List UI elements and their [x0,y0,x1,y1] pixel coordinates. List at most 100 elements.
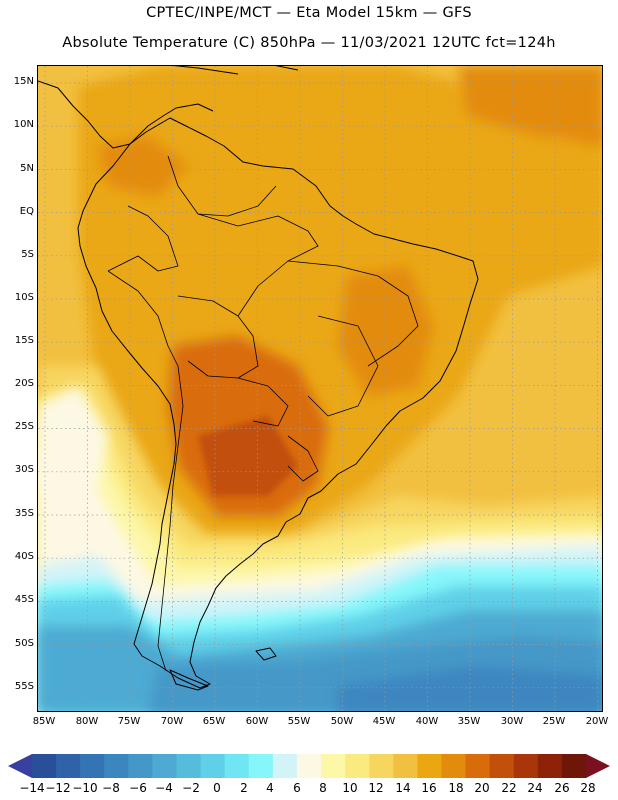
colorbar-cell [128,754,153,778]
coastlines [38,66,479,691]
colorbar-cell [56,754,81,778]
colorbar-label: −6 [129,781,147,795]
lon-label-50w: 50W [330,716,354,727]
northeast-ocean-warm [458,66,602,146]
colorbar-label: 14 [395,781,411,795]
lat-label-5s: 5S [21,249,34,260]
cuba-outline [172,66,239,75]
colorbar-label: 26 [554,781,570,795]
colorbar-label: 24 [527,781,543,795]
lat-label-15s: 15S [14,335,34,346]
lon-label-70w: 70W [160,716,184,727]
colorbar-label: 6 [293,781,301,795]
lat-label-eq: EQ [19,206,34,217]
colorbar-cell [561,754,587,778]
colorbar-label: 28 [580,781,596,795]
lat-label-10s: 10S [14,292,34,303]
colorbar-label: 12 [368,781,384,795]
colorbar-cell [176,754,202,778]
colorbar-label: 18 [448,781,464,795]
lon-label-25w: 25W [542,716,566,727]
paraguay-border [237,377,289,427]
colorbar-cell [224,754,250,778]
colorbar-label: 20 [474,781,490,795]
lat-label-10n: 10N [13,119,34,130]
central-america-coastline [38,80,131,149]
colorbar-low-arrow [8,754,32,778]
pacific-cool-tongue [38,386,108,496]
band-minus-8 [338,666,602,711]
colorbar-cell [248,754,274,778]
colorbar-cell [272,754,298,778]
lon-label-80w: 80W [75,716,99,727]
lat-label-40s: 40S [14,551,34,562]
lat-label-45s: 45S [14,594,34,605]
colorbar-cell [537,754,563,778]
lat-label-50s: 50S [14,638,34,649]
map-title-line-1: CPTEC/INPE/MCT — Eta Model 15km — GFS [146,5,472,21]
lat-label-5n: 5N [20,163,34,174]
colombia-border [107,205,179,272]
lon-label-85w: 85W [32,716,56,727]
lat-label-55s: 55S [14,681,34,692]
lon-label-35w: 35W [457,716,481,727]
south-america-coastline [77,117,479,689]
uruguay-border [287,435,319,482]
colorbar-label: −12 [45,781,71,795]
colorbar-cells [32,754,587,778]
colorbar-cell [321,754,346,778]
lat-label-15n: 15N [13,76,34,87]
map-title-line-2: Absolute Temperature (C) 850hPa — 11/03/… [62,35,556,51]
colorbar-cell [393,754,418,778]
colorbar-cell [32,754,57,778]
colorbar-label: 22 [501,781,517,795]
colorbar-label: −4 [155,781,173,795]
colorbar-label: 8 [319,781,327,795]
hottest-core-argentina [198,416,298,496]
colorbar-label: 4 [266,781,274,795]
lon-label-40w: 40W [415,716,439,727]
colorbar-cell [465,754,491,778]
colorbar-label: −8 [102,781,120,795]
colorbar-cell [104,754,129,778]
colorbar-cell [369,754,394,778]
colorbar-high-arrow [586,754,610,778]
colorbar-label: 0 [213,781,221,795]
colorbar-label: −10 [72,781,98,795]
falklands-outline [255,647,277,661]
colorbar-cell [80,754,105,778]
bolivia-border [177,295,259,379]
colorbar-cell [296,754,322,778]
brazil-border [197,213,319,317]
temperature-map [37,65,603,712]
colorbar-cell [345,754,370,778]
lon-label-75w: 75W [117,716,141,727]
colorbar-cell [152,754,178,778]
brazil-states-border [287,260,419,367]
lon-label-45w: 45W [372,716,396,727]
lat-label-20s: 20S [14,378,34,389]
lon-label-55w: 55W [287,716,311,727]
colorbar-label: −2 [182,781,200,795]
colorbar-cell [200,754,226,778]
argentina-chile-border [157,365,184,672]
colorbar-label: 16 [421,781,437,795]
lon-label-60w: 60W [245,716,269,727]
colorbar-cell [417,754,442,778]
hispaniola-outline [275,66,299,71]
lat-label-25s: 25S [14,421,34,432]
country-borders [107,155,419,672]
colorbar [8,754,610,778]
colorbar-label: −14 [19,781,45,795]
peru-border [107,270,179,367]
lat-label-30s: 30S [14,464,34,475]
venezuela-border [167,155,277,217]
tierra-del-fuego-outline [169,669,209,691]
hot-region-andes-north [98,136,188,196]
lat-label-35s: 35S [14,508,34,519]
lon-label-30w: 30W [500,716,524,727]
colorbar-cell [489,754,515,778]
caribbean-coastline [129,103,214,145]
colorbar-cell [441,754,467,778]
lon-label-20w: 20W [585,716,609,727]
